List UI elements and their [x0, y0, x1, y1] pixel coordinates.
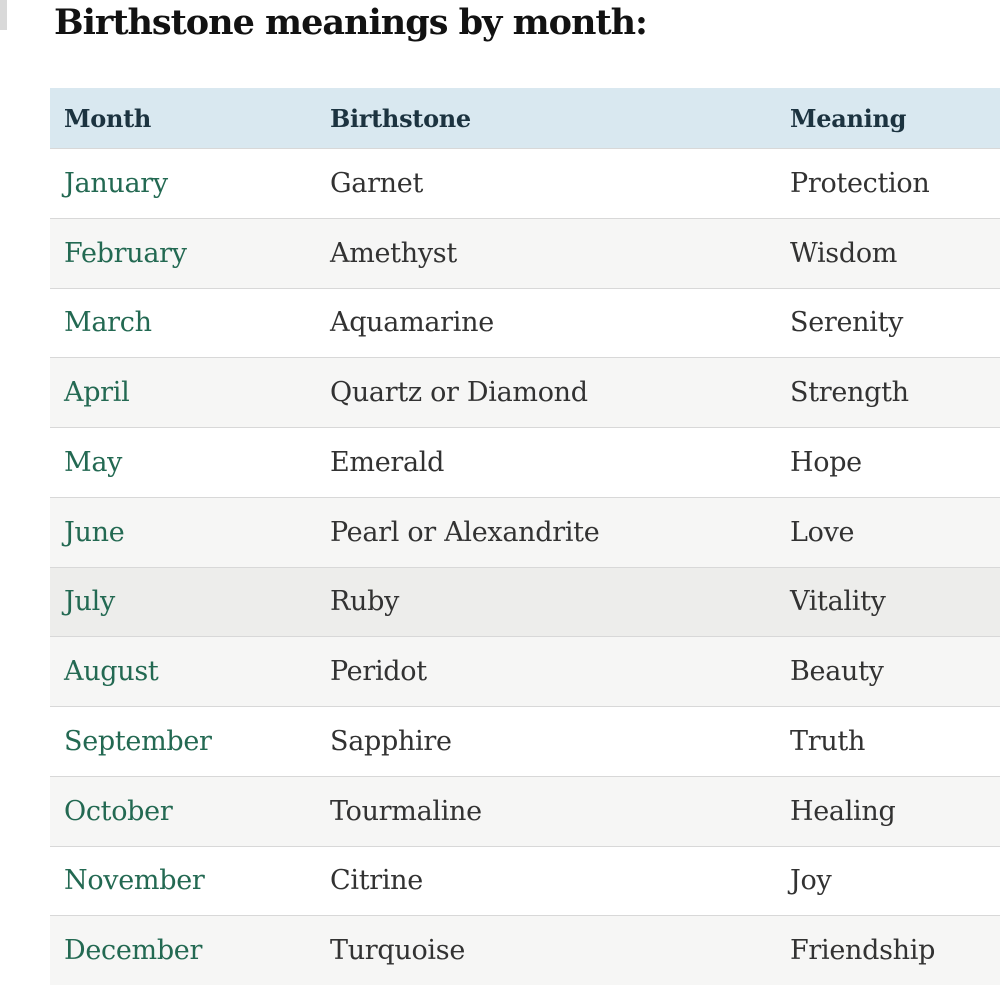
table-row: September Sapphire Truth [50, 706, 1000, 776]
birthstone-cell: Emerald [330, 446, 445, 478]
birthstone-table: Month Birthstone Meaning January Garnet … [50, 88, 1000, 985]
meaning-cell: Love [790, 516, 855, 548]
meaning-cell: Truth [790, 725, 866, 757]
table-row: May Emerald Hope [50, 427, 1000, 497]
birthstone-cell: Peridot [330, 656, 427, 688]
meaning-cell: Serenity [790, 307, 904, 339]
column-header-birthstone: Birthstone [330, 103, 471, 133]
column-header-meaning: Meaning [790, 103, 907, 133]
table-row: October Tourmaline Healing [50, 775, 1000, 846]
birthstone-cell: Garnet [330, 167, 423, 199]
month-link[interactable]: June [64, 516, 125, 548]
birthstone-cell: Quartz or Diamond [330, 377, 588, 409]
table-row: November Citrine Joy [50, 845, 1000, 916]
month-link[interactable]: April [64, 377, 130, 409]
page-edge-fragment [0, 0, 7, 30]
meaning-cell: Wisdom [790, 237, 898, 269]
meaning-cell: Vitality [790, 586, 886, 618]
month-link[interactable]: August [64, 656, 159, 688]
column-header-month: Month [64, 103, 152, 133]
month-link[interactable]: May [64, 446, 123, 478]
page-title: Birthstone meanings by month: [54, 2, 648, 43]
month-link[interactable]: October [64, 795, 173, 827]
month-link[interactable]: February [64, 237, 187, 269]
birthstone-cell: Tourmaline [330, 795, 482, 827]
month-link[interactable]: December [64, 935, 203, 967]
month-link[interactable]: January [64, 167, 168, 199]
meaning-cell: Hope [790, 446, 862, 478]
birthstone-cell: Aquamarine [330, 307, 494, 339]
table-header-row: Month Birthstone Meaning [50, 88, 1000, 148]
table-body: January Garnet Protection February Ameth… [50, 148, 1000, 985]
table-row: December Turquoise Friendship [50, 915, 1000, 985]
month-link[interactable]: March [64, 307, 152, 339]
meaning-cell: Strength [790, 377, 909, 409]
table-row: January Garnet Protection [50, 148, 1000, 218]
table-row: June Pearl or Alexandrite Love [50, 496, 1000, 567]
birthstone-cell: Ruby [330, 586, 400, 618]
birthstone-cell: Amethyst [330, 237, 457, 269]
meaning-cell: Protection [790, 167, 930, 199]
month-link[interactable]: July [64, 586, 115, 618]
meaning-cell: Healing [790, 795, 896, 827]
meaning-cell: Beauty [790, 656, 884, 688]
birthstone-cell: Citrine [330, 865, 423, 897]
birthstone-cell: Sapphire [330, 725, 452, 757]
table-row: February Amethyst Wisdom [50, 217, 1000, 288]
meaning-cell: Joy [790, 865, 832, 897]
table-row: July Ruby Vitality [50, 566, 1000, 637]
month-link[interactable]: September [64, 725, 212, 757]
birthstone-cell: Turquoise [330, 935, 466, 967]
table-row: August Peridot Beauty [50, 636, 1000, 706]
table-row: April Quartz or Diamond Strength [50, 357, 1000, 427]
meaning-cell: Friendship [790, 935, 936, 967]
table-row: March Aquamarine Serenity [50, 287, 1000, 358]
birthstone-cell: Pearl or Alexandrite [330, 516, 600, 548]
month-link[interactable]: November [64, 865, 205, 897]
